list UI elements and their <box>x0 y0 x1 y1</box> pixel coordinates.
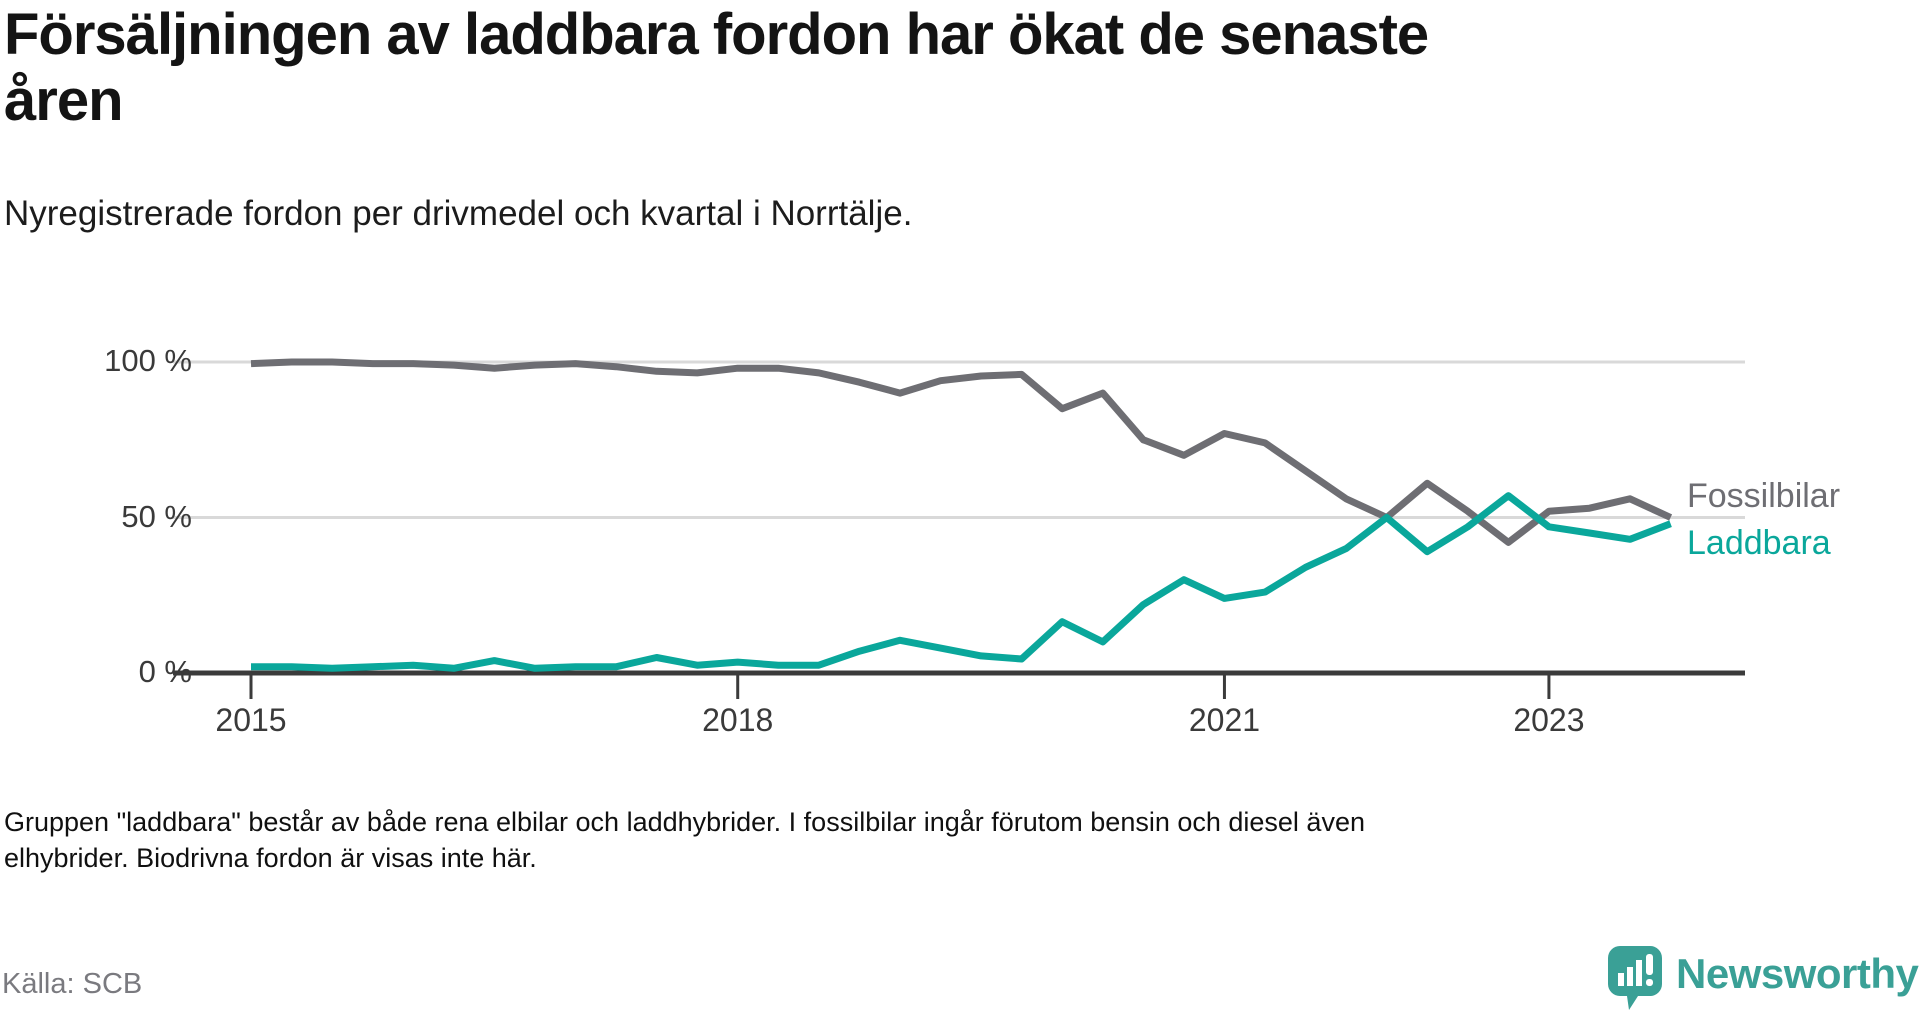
x-tick-label: 2023 <box>1513 702 1585 738</box>
series-line-laddbara <box>251 492 1672 672</box>
logo-bubble-shape <box>1608 946 1662 1010</box>
page-title-line1: Försäljningen av laddbara fordon har öka… <box>4 2 1429 67</box>
y-tick-label: 50 % <box>121 498 192 534</box>
page-title: Försäljningen av laddbara fordon har öka… <box>4 2 1904 134</box>
page-title-line2: åren <box>4 68 124 133</box>
footnote-line1: Gruppen "laddbara" består av både rena e… <box>4 807 1365 837</box>
x-tick-label: 2021 <box>1188 702 1261 738</box>
series-label-laddbara: Laddbara <box>1687 524 1831 562</box>
series-label-fossilbilar: Fossilbilar <box>1687 477 1841 515</box>
y-tick-label: 0 % <box>138 654 192 689</box>
x-tick-label: 2015 <box>215 702 287 738</box>
source-label: Källa: SCB <box>2 968 143 1000</box>
footnote-line2: elhybrider. Biodrivna fordon är visas in… <box>4 843 537 873</box>
newsworthy-logo-icon <box>1608 946 1662 1010</box>
newsworthy-wordmark: Newsworthy <box>1676 950 1919 997</box>
y-tick-label: 100 % <box>104 343 192 378</box>
series-line-fossilbilar <box>250 358 1673 546</box>
x-tick-label: 2018 <box>702 702 774 738</box>
chart-subtitle: Nyregistrerade fordon per drivmedel och … <box>4 194 913 233</box>
